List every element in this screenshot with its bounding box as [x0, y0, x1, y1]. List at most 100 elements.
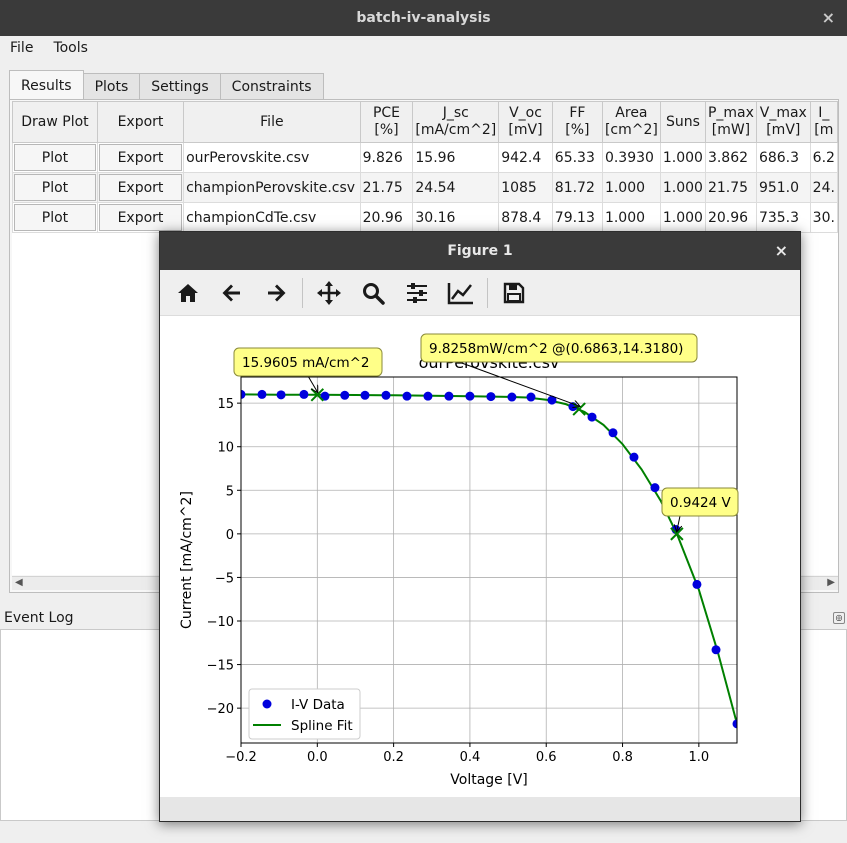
- iv-chart[interactable]: −0.20.00.20.40.60.81.0−20−15−10−5051015o…: [160, 316, 800, 797]
- button-cell: Plot: [12, 202, 98, 233]
- data-point: [444, 391, 454, 401]
- export-button[interactable]: Export: [98, 204, 183, 231]
- column-header[interactable]: Export: [96, 101, 185, 143]
- table-cell: 1.000: [659, 142, 706, 173]
- data-point: [507, 392, 517, 402]
- zoom-icon[interactable]: [355, 275, 391, 311]
- column-header-name: Export: [117, 113, 164, 130]
- button-cell: Plot: [12, 142, 98, 173]
- data-point: [257, 389, 267, 399]
- dock-float-icon[interactable]: ◎: [833, 612, 845, 624]
- plot-button[interactable]: Plot: [14, 144, 96, 171]
- column-header-name: FF: [569, 105, 586, 121]
- x-tick-label: 0.0: [307, 750, 328, 765]
- column-header[interactable]: PCE [%]: [359, 101, 414, 143]
- data-point: [465, 391, 475, 401]
- configure-subplots-icon[interactable]: [399, 275, 435, 311]
- export-button[interactable]: Export: [98, 144, 183, 171]
- column-header[interactable]: V_oc [mV]: [498, 101, 553, 143]
- column-header[interactable]: V_max [mV]: [755, 101, 811, 143]
- figure-title-bar: Figure 1 ×: [160, 232, 800, 270]
- scroll-left-icon[interactable]: ◀: [15, 577, 23, 588]
- back-icon[interactable]: [214, 275, 250, 311]
- button-cell: Plot: [12, 172, 98, 203]
- table-cell: 24.54: [412, 172, 500, 203]
- menu-file[interactable]: File: [10, 40, 34, 56]
- table-cell: 30.: [809, 202, 838, 233]
- table-row[interactable]: Plot Export championCdTe.csv 20.96 30.16 878.…: [12, 202, 838, 233]
- button-cell: Export: [96, 172, 185, 203]
- table-row[interactable]: Plot Export championPerovskite.csv 21.75 24.…: [12, 172, 838, 203]
- data-point: [486, 392, 496, 402]
- data-point: [423, 391, 433, 401]
- annotation-box: [420, 333, 698, 363]
- column-header-name: V_max: [759, 105, 807, 121]
- column-header[interactable]: I_ [m: [809, 101, 838, 143]
- table-cell: championCdTe.csv: [183, 202, 361, 233]
- data-point: [402, 391, 412, 401]
- table-cell: 21.75: [359, 172, 414, 203]
- table-row[interactable]: Plot Export ourPerovskite.csv 9.826 15.96 942…: [12, 142, 838, 173]
- column-header-unit: [m: [814, 122, 834, 138]
- tab-settings[interactable]: Settings: [139, 73, 221, 100]
- y-tick-label: −5: [215, 571, 234, 586]
- y-axis-label: Current [mA/cm^2]: [179, 491, 195, 629]
- column-header-unit: [%]: [565, 122, 590, 138]
- table-cell: 3.862: [704, 142, 757, 173]
- table-cell: 951.0: [755, 172, 811, 203]
- column-header[interactable]: FF [%]: [551, 101, 603, 143]
- plot-button[interactable]: Plot: [14, 204, 96, 231]
- event-log-label: Event Log: [4, 610, 74, 626]
- pan-icon[interactable]: [311, 275, 347, 311]
- column-header-name: Suns: [665, 113, 700, 130]
- column-header[interactable]: File: [183, 101, 361, 143]
- table-cell: 81.72: [551, 172, 603, 203]
- close-icon[interactable]: ×: [821, 8, 835, 27]
- figure-status-bar: [160, 797, 800, 821]
- table-cell: 1.000: [659, 202, 706, 233]
- data-point: [299, 389, 309, 399]
- export-button[interactable]: Export: [98, 174, 183, 201]
- column-header-name: Draw Plot: [21, 113, 89, 130]
- data-point: [381, 390, 391, 400]
- menu-tools[interactable]: Tools: [53, 40, 88, 56]
- column-header-name: P_max: [707, 105, 754, 121]
- x-tick-label: 0.2: [383, 750, 404, 765]
- scroll-right-icon[interactable]: ▶: [827, 577, 835, 588]
- column-header-name: I_: [818, 105, 830, 121]
- edit-axis-icon[interactable]: [443, 275, 479, 311]
- plot-canvas[interactable]: −0.20.00.20.40.60.81.0−20−15−10−5051015o…: [160, 316, 800, 797]
- data-point: [650, 483, 660, 493]
- home-icon[interactable]: [170, 275, 206, 311]
- save-icon[interactable]: [496, 275, 532, 311]
- column-header-name: Area: [615, 105, 648, 121]
- x-tick-label: −0.2: [225, 750, 257, 765]
- column-header[interactable]: J_sc [mA/cm^2]: [412, 101, 500, 143]
- annotation-box: [661, 487, 739, 517]
- annotation-text: 15.9605 mA/cm^2: [242, 355, 370, 371]
- column-header-unit: [mA/cm^2]: [415, 122, 497, 138]
- table-cell: 0.3930: [601, 142, 661, 173]
- column-header[interactable]: Draw Plot: [12, 101, 98, 143]
- table-cell: 942.4: [498, 142, 553, 173]
- column-header-unit: [mV]: [766, 122, 801, 138]
- plot-button[interactable]: Plot: [14, 174, 96, 201]
- data-point: [692, 579, 702, 589]
- figure-close-icon[interactable]: ×: [774, 241, 788, 260]
- table-cell: 15.96: [412, 142, 500, 173]
- column-header-unit: [%]: [374, 122, 399, 138]
- forward-icon[interactable]: [258, 275, 294, 311]
- column-header[interactable]: Suns: [659, 101, 706, 143]
- tab-constraints[interactable]: Constraints: [219, 73, 324, 100]
- y-tick-label: −20: [207, 702, 234, 717]
- tab-results[interactable]: Results: [9, 70, 84, 100]
- data-point: [241, 389, 246, 399]
- tab-plots[interactable]: Plots: [82, 73, 141, 100]
- column-header[interactable]: Area [cm^2]: [601, 101, 661, 143]
- figure-title: Figure 1: [447, 243, 513, 259]
- column-header[interactable]: P_max [mW]: [704, 101, 757, 143]
- table-cell: 735.3: [755, 202, 811, 233]
- table-cell: 6.2: [809, 142, 838, 173]
- app-title: batch-iv-analysis: [356, 10, 491, 26]
- button-cell: Export: [96, 202, 185, 233]
